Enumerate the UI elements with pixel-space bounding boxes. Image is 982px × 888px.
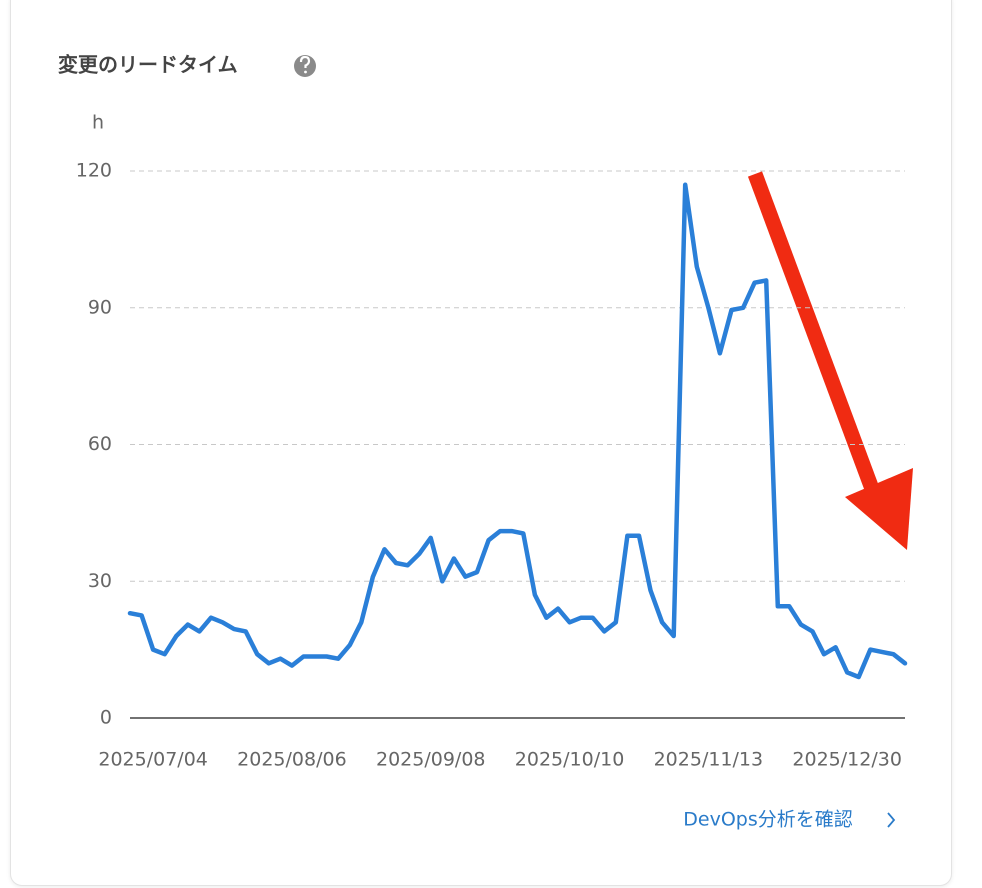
data-line <box>127 182 908 680</box>
y-tick-label: 60 <box>88 433 112 455</box>
help-icon[interactable] <box>294 55 316 77</box>
x-tick-label: 2025/08/06 <box>237 749 347 771</box>
x-tick-label: 2025/10/10 <box>515 749 625 771</box>
y-tick-label: 120 <box>76 160 112 182</box>
chart-title: 変更のリードタイム <box>58 53 238 77</box>
annotation-arrow <box>747 171 913 550</box>
x-tick-label: 2025/11/13 <box>654 749 764 771</box>
devops-link[interactable]: DevOps分析を確認 <box>683 809 852 831</box>
y-axis-label: h <box>92 112 104 134</box>
link-chevron[interactable] <box>887 812 896 828</box>
y-tick-label: 30 <box>88 570 112 592</box>
x-tick-label: 2025/07/04 <box>98 749 208 771</box>
x-tick-label: 2025/12/30 <box>792 749 902 771</box>
x-tick-label: 2025/09/08 <box>376 749 486 771</box>
card <box>10 0 952 886</box>
y-tick-label: 0 <box>100 707 112 729</box>
y-tick-label: 90 <box>88 296 112 318</box>
